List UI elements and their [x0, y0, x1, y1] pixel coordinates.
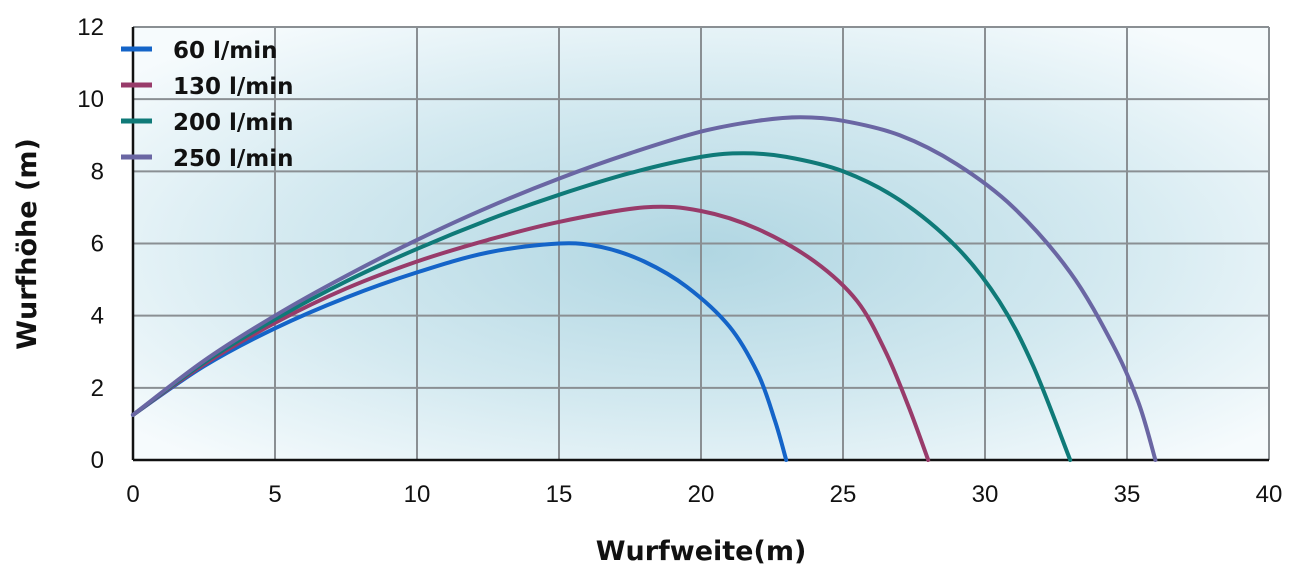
y-tick-label-0: 0 — [91, 447, 104, 474]
data-series — [131, 115, 1158, 462]
x-axis-ticks: 0 5 10 15 20 25 30 35 40 — [126, 481, 1282, 508]
y-axis-ticks: 0 2 4 6 8 10 12 — [77, 14, 104, 474]
y-axis-title: Wurfhöhe (m) — [12, 138, 43, 350]
legend-label-0: 60 l/min — [173, 38, 278, 64]
x-axis-title: Wurfweite(m) — [596, 536, 807, 567]
y-tick-label-4: 8 — [91, 158, 104, 185]
y-tick-label-5: 10 — [77, 86, 104, 113]
x-tick-label-5: 25 — [830, 481, 857, 508]
series-line-2 — [131, 151, 1073, 462]
x-tick-label-6: 30 — [972, 481, 999, 508]
x-tick-label-8: 40 — [1256, 481, 1283, 508]
x-tick-label-0: 0 — [126, 481, 139, 508]
y-tick-label-6: 12 — [77, 14, 104, 41]
y-tick-label-2: 4 — [91, 303, 104, 330]
legend-label-2: 200 l/min — [173, 110, 294, 136]
legend-label-1: 130 l/min — [173, 74, 294, 100]
x-tick-label-7: 35 — [1114, 481, 1141, 508]
legend: 60 l/min 130 l/min 200 l/min 250 l/min — [121, 38, 294, 172]
y-tick-label-3: 6 — [91, 231, 104, 258]
series-line-1 — [131, 204, 931, 462]
y-tick-label-1: 2 — [91, 375, 104, 402]
axes — [131, 27, 1269, 462]
x-tick-label-4: 20 — [688, 481, 715, 508]
series-line-0 — [131, 241, 789, 462]
series-line-3 — [131, 115, 1158, 462]
x-tick-label-1: 5 — [268, 481, 281, 508]
x-tick-label-3: 15 — [546, 481, 573, 508]
legend-label-3: 250 l/min — [173, 146, 294, 172]
x-tick-label-2: 10 — [404, 481, 431, 508]
